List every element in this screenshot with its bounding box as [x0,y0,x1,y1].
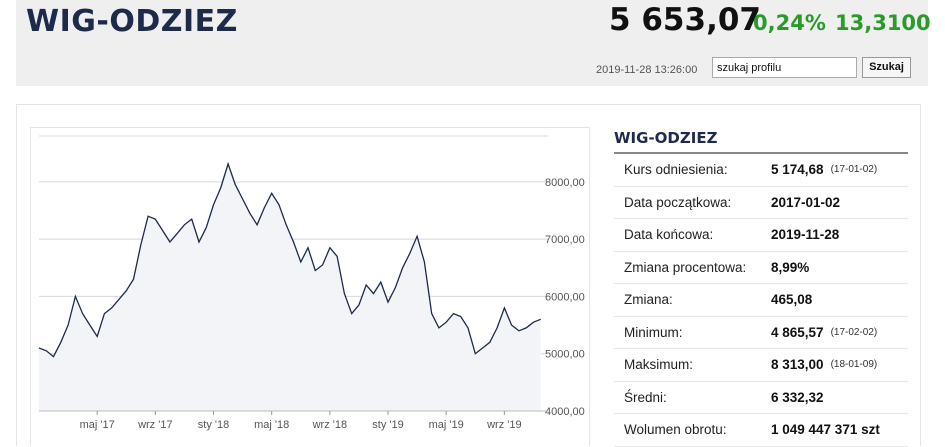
info-row-value: 8 313,00 [771,357,824,373]
info-row: Średni: 6 332,32 [614,382,908,414]
change-absolute: 13,3100 [835,11,931,35]
info-row-label: Średni: [624,389,667,405]
x-tick-label: wrz '18 [312,419,348,431]
info-row: Minimum: 4 865,57 (17-02-02) [614,317,908,349]
y-tick-label: 7000,00 [545,234,585,246]
info-row-value: 465,08 [771,292,813,308]
info-row-label: Data początkowa: [624,194,732,210]
index-title: WIG-ODZIEZ [26,4,238,39]
info-row: Kurs odniesienia: 5 174,68 (17-01-02) [614,154,908,187]
info-row-date: (17-01-02) [830,164,878,176]
info-row-label: Wolumen obrotu: [624,422,727,438]
x-tick-label: wrz '17 [137,419,173,431]
info-row: Data początkowa: 2017-01-02 [614,187,908,219]
info-row-value: 2017-01-02 [771,194,841,210]
y-tick-label: 4000,00 [545,406,585,418]
quote-header: WIG-ODZIEZ 5 653,07 0,24% 13,3100 2019-1… [16,0,931,86]
info-row-value: 5 174,68 [771,162,824,178]
series-line [38,161,541,358]
y-tick-label: 8000,00 [545,177,585,189]
search-button[interactable]: Szukaj [862,57,911,78]
index-price: 5 653,07 [609,2,761,38]
info-row-value: 4 865,57 [771,324,824,340]
y-tick-label: 5000,00 [545,349,585,361]
info-row-label: Minimum: [624,324,683,340]
x-tick-label: wrz '19 [486,419,522,431]
chart-svg: 8000,00 7000,00 6000,00 5000,00 4000,00 maj '… [38,135,585,431]
x-tick-label: maj '19 [429,419,464,431]
info-row-label: Maksimum: [624,357,694,373]
info-row: Maksimum: 8 313,00 (18-01-09) [614,349,908,382]
info-row: Data końcowa: 2019-11-28 [614,219,908,252]
x-tick-label: maj '18 [254,419,289,431]
info-row-label: Zmiana procentowa: [624,259,747,275]
info-row: Wolumen obrotu: 1 049 447 371 szt [614,414,908,447]
info-row-date: (17-02-02) [830,326,878,338]
index-chart[interactable]: 8000,00 7000,00 6000,00 5000,00 4000,00 maj '… [30,127,590,446]
info-row-label: Kurs odniesienia: [624,162,728,178]
info-row-value: 8,99% [771,259,810,275]
x-tick-label: sty '19 [372,419,403,431]
info-row-value: 6 332,32 [771,389,824,405]
y-tick-label: 6000,00 [545,291,585,303]
info-row-value: 1 049 447 371 szt [771,422,880,438]
search-profile-input[interactable] [712,57,857,78]
info-row-label: Zmiana: [624,292,673,308]
change-percent: 0,24% [753,11,826,35]
info-row-label: Data końcowa: [624,227,714,243]
quote-timestamp: 2019-11-28 13:26:00 [596,64,698,76]
x-tick-label: maj '17 [80,419,115,431]
index-info-table: WIG-ODZIEZ Kurs odniesienia: 5 174,68 (17-… [614,126,908,447]
series-area [39,163,541,411]
content-panel [16,104,921,446]
info-row: Zmiana: 465,08 [614,284,908,317]
info-row: Zmiana procentowa: 8,99% [614,252,908,284]
x-tick-label: sty '18 [198,419,229,431]
info-title: WIG-ODZIEZ [614,126,908,154]
info-row-date: (18-01-09) [830,359,878,371]
info-row-value: 2019-11-28 [771,227,840,243]
